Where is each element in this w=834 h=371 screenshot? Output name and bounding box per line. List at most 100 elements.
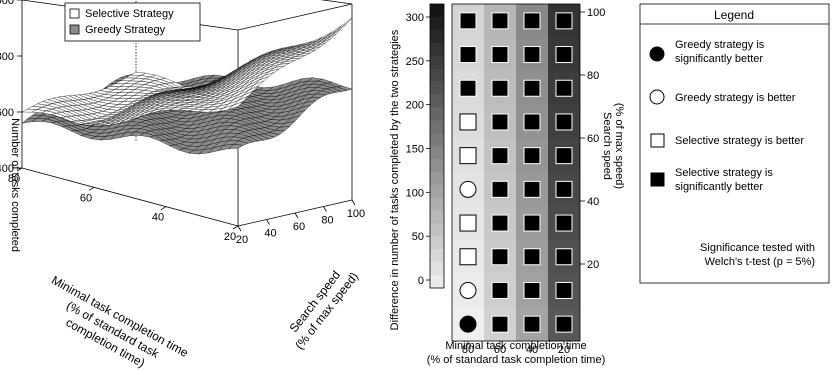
- x-tick-mark: [16, 167, 23, 172]
- colorbar: [429, 3, 445, 289]
- y-tick-label: 20: [236, 234, 248, 246]
- surface-facet: [336, 85, 353, 91]
- colorbar-tick-label: 0: [418, 275, 424, 287]
- y-axis-ticks: 20 40 60 80 100: [236, 199, 365, 246]
- filled-square-marker: [491, 281, 509, 299]
- grid-x-label-line2: (% of standard task completion time): [427, 354, 606, 366]
- filled-square-marker: [523, 248, 541, 266]
- legend-label-selective: Selective Strategy: [85, 8, 174, 20]
- colorbar-step: [430, 275, 444, 289]
- x-tick-label: 20: [224, 231, 236, 243]
- filled-square-marker: [491, 12, 509, 30]
- y-tick-mark: [266, 219, 270, 225]
- grid-y-tick-label: 60: [587, 133, 599, 145]
- open-square-marker: [459, 214, 477, 232]
- y-tick-label: 40: [264, 228, 276, 240]
- grid-y-ticks: 20 40 60 80 100: [580, 7, 605, 271]
- open-square-marker: [459, 113, 477, 131]
- legend-item-selective-significant-line1: Selective strategy is: [675, 167, 773, 179]
- colorbar-step: [430, 171, 444, 186]
- grid-x-tick-label: 20: [558, 344, 570, 356]
- x-tick-label: 40: [152, 212, 164, 224]
- filled-square-marker: [555, 214, 573, 232]
- colorbar-label: Difference in number of tasks completed …: [389, 29, 401, 330]
- legend-item-greedy-significant-line1: Greedy strategy is: [675, 39, 765, 51]
- colorbar-tick-label: 200: [406, 100, 424, 112]
- filled-square-marker: [491, 113, 509, 131]
- grid-y-label-line2: (% of max speed): [613, 103, 625, 189]
- comparison-grid-panel: Difference in number of tasks completed …: [389, 3, 625, 366]
- open-circle-icon: [649, 89, 665, 105]
- filled-square-marker: [491, 46, 509, 64]
- legend-label-greedy: Greedy Strategy: [85, 24, 166, 36]
- z-axis-label: Number of tasks completed: [9, 118, 21, 252]
- y-tick-mark: [323, 206, 327, 212]
- filled-square-marker: [555, 248, 573, 266]
- filled-square-marker: [491, 79, 509, 97]
- colorbar-step: [430, 29, 444, 44]
- colorbar-step: [430, 55, 444, 70]
- legend-title: Legend: [714, 8, 754, 22]
- colorbar-step: [430, 120, 444, 134]
- open-square-marker: [459, 248, 477, 266]
- colorbar-tick-label: 300: [406, 12, 424, 24]
- colorbar-step: [430, 16, 444, 31]
- x-tick-label: 80: [8, 173, 20, 185]
- legend-swatch-selective: [69, 8, 80, 19]
- colorbar-step: [430, 94, 444, 108]
- filled-square-icon: [650, 172, 665, 187]
- y-tick-label: 60: [293, 221, 305, 233]
- grid-frame: [451, 3, 581, 342]
- x-tick-mark: [232, 225, 239, 230]
- symbol-legend: Legend Greedy strategy is significantly …: [639, 3, 830, 284]
- z-tick-label: 800: [0, 51, 14, 63]
- colorbar-step: [430, 236, 444, 250]
- colorbar-step: [430, 42, 444, 57]
- filled-square-marker: [491, 147, 509, 165]
- significance-note-line1: Significance tested with: [700, 242, 815, 254]
- filled-square-marker: [523, 281, 541, 299]
- x-tick-mark: [160, 206, 167, 211]
- filled-square-marker: [459, 12, 477, 30]
- x-tick-mark: [88, 186, 95, 191]
- colorbar-tick-label: 50: [412, 231, 424, 243]
- filled-square-marker: [555, 180, 573, 198]
- y-tick-mark: [237, 225, 242, 232]
- open-square-icon: [650, 133, 665, 148]
- colorbar-step: [430, 158, 444, 173]
- filled-square-marker: [555, 147, 573, 165]
- grid-x-tick-label: 40: [526, 344, 538, 356]
- grid-x-label-line1: Minimal task completion time: [445, 340, 586, 352]
- filled-square-marker: [555, 46, 573, 64]
- colorbar-step: [430, 184, 444, 199]
- filled-square-marker: [459, 79, 477, 97]
- filled-square-marker: [555, 281, 573, 299]
- colorbar-step: [430, 107, 444, 121]
- grid-cells: [452, 4, 580, 342]
- legend-item-selective-better: Selective strategy is better: [675, 135, 804, 147]
- filled-square-marker: [523, 79, 541, 97]
- surface-plot: Selective Strategy Greedy Strategy Numbe…: [0, 0, 365, 370]
- grid-y-tick-label: 100: [587, 7, 605, 19]
- z-axis-ticks: 400 600 800 1000: [0, 0, 22, 175]
- colorbar-step: [430, 249, 444, 263]
- filled-square-marker: [491, 248, 509, 266]
- grid-x-tick-label: 60: [494, 344, 506, 356]
- filled-square-marker: [555, 113, 573, 131]
- z-axis: Number of tasks completed 400 600 800 1000: [0, 0, 22, 252]
- open-circle-marker: [459, 180, 477, 198]
- filled-circle-icon: [649, 46, 665, 62]
- grid-markers: [459, 12, 573, 333]
- surface-facet: [336, 17, 353, 31]
- filled-square-marker: [523, 12, 541, 30]
- grid-x-tick-label: 80: [462, 344, 474, 356]
- colorbar-tick-label: 100: [406, 187, 424, 199]
- colorbar-step: [430, 4, 444, 18]
- colorbar-step: [430, 210, 444, 224]
- filled-circle-marker: [459, 315, 477, 333]
- colorbar-tick-label: 250: [406, 56, 424, 68]
- grid-y-label-line1: Search speed: [601, 112, 613, 180]
- z-tick-label: 400: [0, 163, 14, 175]
- grid-y-tick-label: 40: [587, 196, 599, 208]
